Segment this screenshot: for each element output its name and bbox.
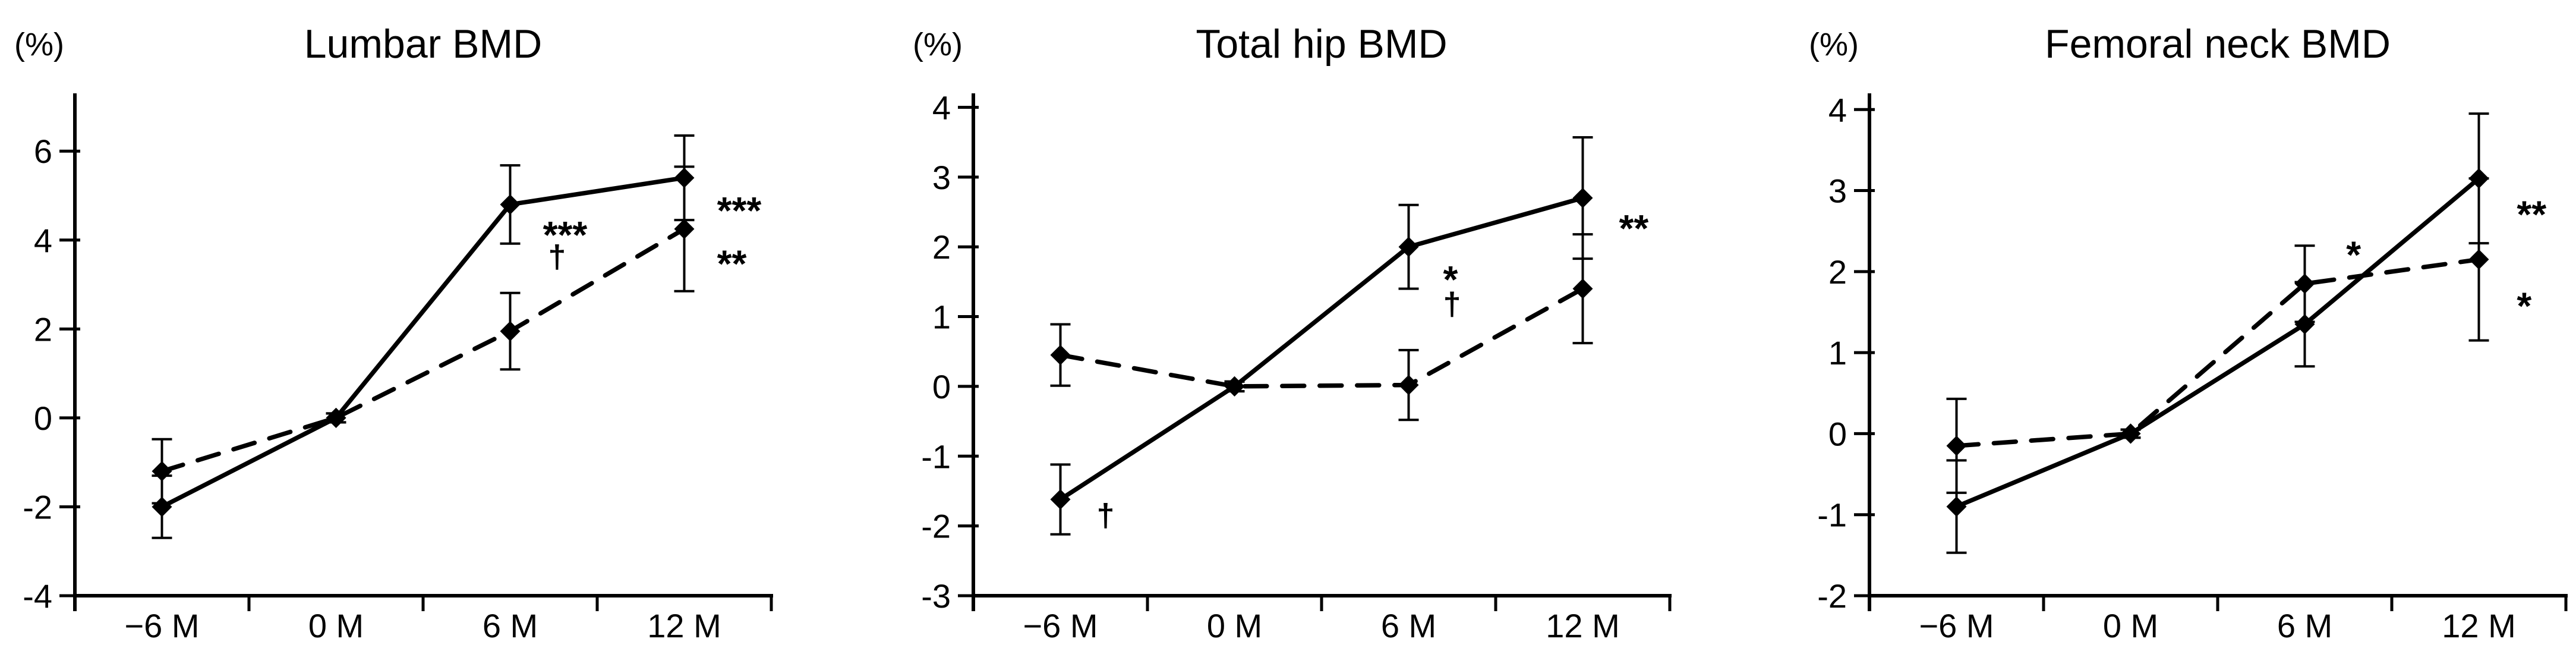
series-line-dashed (1058, 286, 1585, 389)
data-point-marker (152, 461, 172, 482)
x-category-label: 12 M (647, 607, 721, 644)
x-category-label: 6 M (483, 607, 538, 644)
x-category-label: 0 M (308, 607, 364, 644)
y-tick-label: 1 (1828, 334, 1847, 372)
data-point-marker (1398, 237, 1419, 257)
y-tick-label: 4 (932, 89, 951, 126)
x-category-label: −6 M (1919, 607, 1994, 644)
data-point-marker (1050, 489, 1071, 510)
data-point-marker (2294, 273, 2315, 294)
x-category-label: 0 M (1207, 607, 1262, 644)
y-tick-label: 0 (34, 400, 52, 437)
y-tick-label: 4 (1828, 91, 1847, 128)
x-category-label: −6 M (124, 607, 199, 644)
data-point-marker (674, 219, 695, 240)
chart-title: Total hip BMD (1196, 21, 1448, 67)
y-tick-label: 0 (932, 368, 951, 405)
data-point-marker (2468, 249, 2489, 270)
significance-annotation: † (1443, 286, 1461, 322)
data-point-marker (1398, 375, 1419, 395)
x-category-label: 6 M (2277, 607, 2332, 644)
significance-annotation: * (2346, 234, 2361, 276)
data-point-marker (152, 496, 172, 517)
data-point-marker (2468, 168, 2489, 189)
data-point-marker (1946, 435, 1967, 456)
series-line-dashed (1954, 257, 2482, 448)
data-point-marker (326, 407, 346, 428)
y-tick-label: -3 (921, 577, 951, 615)
y-axis-unit-label: (%) (14, 27, 64, 62)
data-point-marker (500, 321, 521, 342)
y-tick-label: -2 (23, 488, 52, 526)
y-tick-label: 2 (34, 310, 52, 348)
y-tick-label: -4 (23, 577, 52, 615)
y-tick-label: 0 (1828, 415, 1847, 452)
data-point-marker (2120, 423, 2141, 444)
y-tick-label: 2 (932, 228, 951, 266)
y-tick-label: 2 (1828, 253, 1847, 291)
chart-title: Femoral neck BMD (2045, 21, 2391, 67)
y-axis-unit-label: (%) (1809, 27, 1859, 62)
x-category-label: 12 M (2442, 607, 2516, 644)
series-line-solid (159, 175, 687, 510)
y-tick-label: -1 (921, 438, 951, 475)
data-point-marker (1946, 496, 1967, 517)
x-category-label: 12 M (1546, 607, 1620, 644)
data-point-marker (674, 168, 695, 188)
y-tick-label: -2 (1817, 577, 1847, 615)
significance-annotation: ** (717, 243, 747, 285)
y-tick-label: -1 (1817, 496, 1847, 534)
significance-annotation: ** (2517, 193, 2546, 236)
significance-annotation: * (1443, 258, 1458, 301)
significance-annotation: † (1096, 498, 1114, 533)
data-point-marker (1050, 345, 1071, 366)
data-point-marker (1224, 376, 1245, 397)
significance-annotation: † (548, 239, 566, 275)
y-tick-label: 3 (932, 159, 951, 196)
significance-annotation: ** (1619, 207, 1648, 250)
series-line-solid (1058, 196, 1585, 502)
y-tick-label: 4 (34, 222, 52, 259)
chart-panel-total-hip: (%) Total hip BMD 4 3 2 1 0 -1 -2 -3 −6 M 0 M 6 M 1… (859, 0, 1717, 651)
data-point-marker (1572, 188, 1593, 209)
significance-annotation: * (2517, 285, 2531, 328)
chart-panel-femoral-neck: (%) Femoral neck BMD 4 3 2 1 0 -1 -2 −6 M 0 M 6 M… (1717, 0, 2576, 651)
series-line-dashed (159, 227, 687, 474)
y-tick-label: -2 (921, 508, 951, 545)
series-line-solid (1954, 176, 2482, 509)
data-point-marker (1572, 278, 1593, 299)
y-axis-unit-label: (%) (913, 27, 963, 62)
x-category-label: −6 M (1023, 607, 1098, 644)
x-category-label: 0 M (2103, 607, 2158, 644)
x-category-label: 6 M (1381, 607, 1436, 644)
data-point-marker (2294, 314, 2315, 335)
y-tick-label: 3 (1828, 172, 1847, 210)
y-tick-label: 6 (34, 133, 52, 170)
data-point-marker (500, 194, 521, 215)
significance-annotation: *** (717, 189, 762, 232)
chart-title: Lumbar BMD (304, 21, 543, 67)
y-tick-label: 1 (932, 298, 951, 336)
significance-annotation: *** (543, 213, 588, 256)
